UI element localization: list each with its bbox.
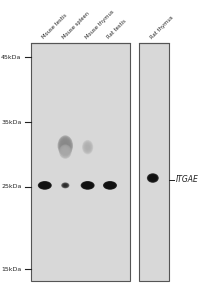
Ellipse shape (86, 145, 89, 149)
Ellipse shape (58, 136, 72, 155)
Ellipse shape (39, 182, 50, 189)
Ellipse shape (62, 183, 68, 188)
Ellipse shape (63, 149, 68, 155)
Ellipse shape (63, 142, 68, 149)
Text: Mouse spleen: Mouse spleen (62, 11, 91, 40)
Ellipse shape (107, 183, 114, 188)
Ellipse shape (38, 181, 52, 190)
Text: Rat thymus: Rat thymus (149, 15, 174, 40)
Ellipse shape (40, 182, 50, 188)
FancyBboxPatch shape (139, 43, 169, 281)
Ellipse shape (60, 145, 71, 158)
Ellipse shape (60, 139, 71, 153)
Text: 35kDa: 35kDa (1, 120, 22, 125)
Ellipse shape (63, 184, 68, 187)
Ellipse shape (61, 182, 69, 188)
Text: 45kDa: 45kDa (1, 55, 22, 60)
Ellipse shape (150, 176, 155, 180)
Ellipse shape (149, 175, 157, 182)
Ellipse shape (106, 183, 114, 188)
Ellipse shape (39, 182, 51, 189)
Ellipse shape (41, 183, 48, 188)
Ellipse shape (83, 182, 93, 188)
Ellipse shape (81, 182, 94, 189)
Ellipse shape (61, 146, 70, 157)
Ellipse shape (62, 147, 69, 156)
Text: ITGAE: ITGAE (176, 175, 199, 184)
Ellipse shape (83, 141, 92, 153)
Ellipse shape (62, 183, 69, 188)
Ellipse shape (151, 177, 155, 179)
Ellipse shape (84, 183, 91, 188)
Ellipse shape (148, 174, 158, 182)
Ellipse shape (64, 184, 66, 186)
Text: Mouse thymus: Mouse thymus (84, 9, 115, 40)
Ellipse shape (61, 140, 70, 152)
Ellipse shape (108, 184, 112, 187)
Ellipse shape (81, 181, 95, 190)
Ellipse shape (105, 182, 115, 188)
Ellipse shape (41, 183, 49, 188)
Ellipse shape (62, 183, 69, 188)
Ellipse shape (63, 184, 67, 187)
Ellipse shape (85, 184, 91, 187)
Ellipse shape (150, 176, 156, 180)
Ellipse shape (147, 174, 158, 182)
Text: 15kDa: 15kDa (1, 267, 22, 272)
Ellipse shape (43, 184, 47, 187)
Ellipse shape (85, 184, 90, 187)
Text: Rat testis: Rat testis (107, 19, 128, 40)
Ellipse shape (82, 140, 93, 154)
Ellipse shape (85, 144, 90, 150)
Ellipse shape (103, 181, 117, 190)
Ellipse shape (59, 144, 72, 159)
Ellipse shape (85, 143, 91, 151)
Ellipse shape (62, 142, 68, 150)
Ellipse shape (64, 184, 67, 187)
Ellipse shape (82, 182, 93, 189)
Ellipse shape (61, 140, 69, 151)
Ellipse shape (59, 137, 72, 154)
Ellipse shape (58, 135, 73, 156)
Ellipse shape (84, 142, 92, 152)
Ellipse shape (149, 175, 156, 181)
Ellipse shape (42, 184, 48, 187)
Text: Mouse testis: Mouse testis (41, 13, 68, 40)
Ellipse shape (147, 173, 159, 183)
Ellipse shape (104, 182, 116, 189)
Ellipse shape (60, 146, 70, 157)
Ellipse shape (84, 183, 92, 188)
Ellipse shape (104, 182, 116, 189)
Ellipse shape (84, 143, 91, 152)
Ellipse shape (64, 149, 67, 154)
Ellipse shape (107, 184, 113, 187)
Ellipse shape (83, 141, 93, 154)
Text: 25kDa: 25kDa (1, 184, 22, 189)
FancyBboxPatch shape (31, 43, 130, 281)
Ellipse shape (62, 148, 68, 155)
